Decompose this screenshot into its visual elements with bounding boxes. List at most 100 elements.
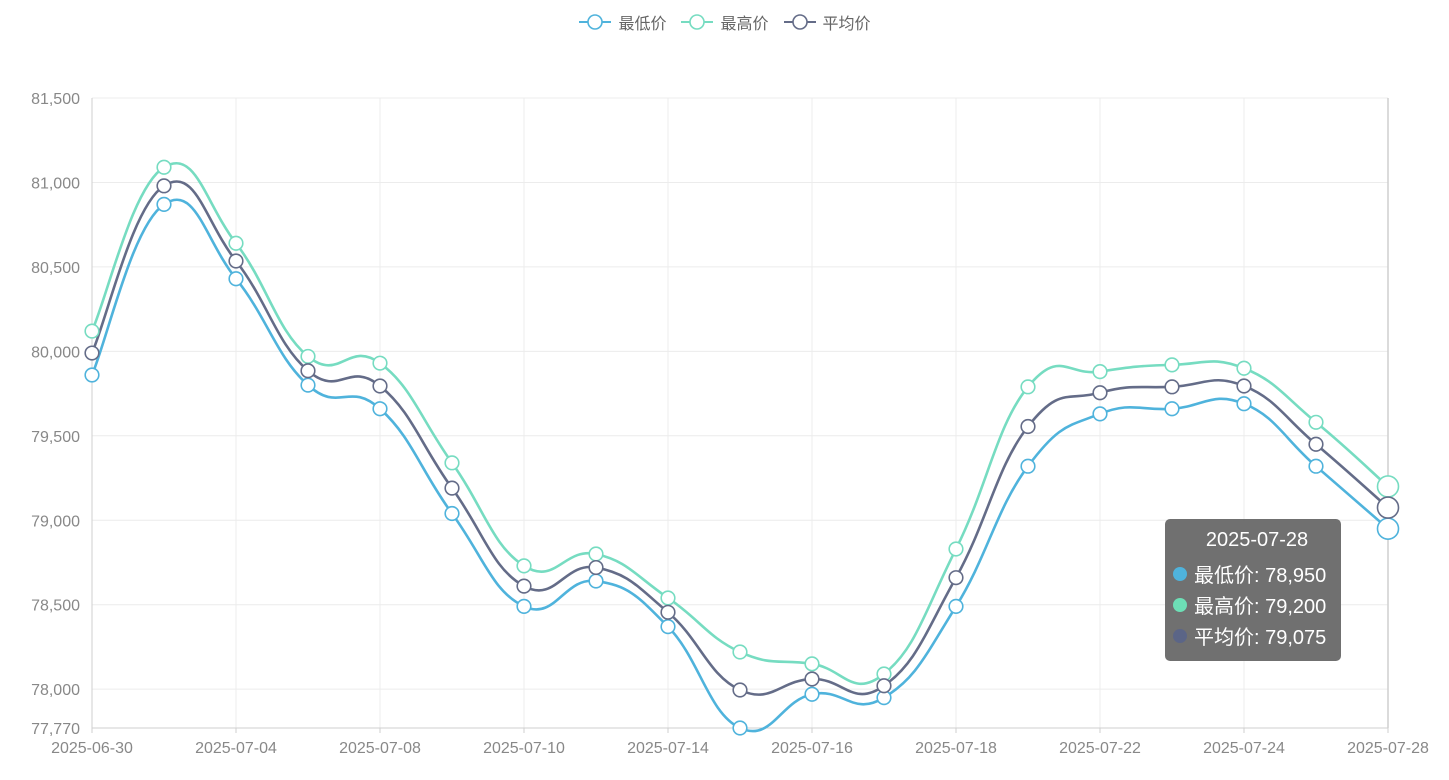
y-tick-label: 81,500 xyxy=(31,91,80,108)
data-point[interactable] xyxy=(84,323,100,339)
series-line-high xyxy=(90,161,1389,686)
x-tick-label: 2025-07-24 xyxy=(1203,740,1285,757)
tooltip-row-avg: 平均价: 79,075 xyxy=(1173,620,1341,651)
x-tick-label: 2025-07-16 xyxy=(771,740,853,757)
tooltip-value: 最低价: 78,950 xyxy=(1194,565,1327,587)
data-point[interactable] xyxy=(732,644,748,660)
data-point[interactable] xyxy=(156,196,172,213)
series-line-avg xyxy=(90,180,1389,696)
data-point[interactable] xyxy=(660,590,676,606)
data-point[interactable] xyxy=(1020,458,1036,474)
data-point[interactable] xyxy=(444,480,460,496)
data-point[interactable] xyxy=(588,573,604,589)
data-point[interactable] xyxy=(804,686,820,702)
data-point[interactable] xyxy=(300,363,316,379)
data-point[interactable] xyxy=(1164,401,1180,417)
y-tick-label: 78,000 xyxy=(31,682,80,699)
y-tick-label: 80,000 xyxy=(31,344,80,361)
data-point[interactable] xyxy=(1376,517,1400,540)
legend-line-icon xyxy=(681,14,714,30)
axes: 77,770 78,000 78,500 79,000 79,500 80,000 80,5… xyxy=(31,91,1429,757)
legend: 最低价 最高价 平均价 xyxy=(0,10,1449,34)
legend-item-avg[interactable]: 平均价 xyxy=(783,10,871,34)
data-point[interactable] xyxy=(876,678,892,694)
series-dot-icon xyxy=(1173,597,1187,612)
data-point[interactable] xyxy=(732,682,748,698)
x-tick-label: 2025-07-08 xyxy=(339,740,421,757)
series-lines xyxy=(90,161,1389,733)
x-tick-label: 2025-07-28 xyxy=(1347,740,1429,757)
data-point[interactable] xyxy=(516,578,532,594)
tooltip: 2025-07-28 最低价: 78,950 最高价: 79,200 平均价: … xyxy=(1165,519,1341,661)
data-point[interactable] xyxy=(372,401,388,417)
data-point[interactable] xyxy=(1164,357,1180,373)
data-point[interactable] xyxy=(84,345,100,361)
data-point[interactable] xyxy=(948,541,964,557)
x-tick-label: 2025-07-14 xyxy=(627,740,709,757)
x-tick-label: 2025-07-18 xyxy=(915,740,997,757)
tooltip-row-high: 最高价: 79,200 xyxy=(1173,589,1341,620)
data-point[interactable] xyxy=(1020,379,1036,395)
legend-label: 最高价 xyxy=(720,16,769,33)
data-point[interactable] xyxy=(732,720,748,736)
data-point[interactable] xyxy=(516,558,532,574)
data-point[interactable] xyxy=(948,598,964,614)
data-point[interactable] xyxy=(1164,379,1180,395)
data-point[interactable] xyxy=(1236,396,1252,412)
data-point[interactable] xyxy=(156,159,172,175)
data-point[interactable] xyxy=(804,671,820,687)
data-point[interactable] xyxy=(228,253,244,269)
legend-item-low[interactable]: 最低价 xyxy=(578,10,666,34)
y-tick-label: 80,500 xyxy=(31,260,80,277)
tooltip-title: 2025-07-28 xyxy=(1205,529,1309,551)
series-dot-icon xyxy=(1173,628,1187,643)
y-tick-label: 81,000 xyxy=(31,175,80,192)
data-point[interactable] xyxy=(588,546,604,562)
data-point[interactable] xyxy=(1092,385,1108,401)
y-tick-label: 77,770 xyxy=(31,721,80,738)
data-point[interactable] xyxy=(1236,360,1252,376)
data-point[interactable] xyxy=(156,178,172,194)
legend-item-high[interactable]: 最高价 xyxy=(680,10,769,34)
data-point[interactable] xyxy=(1308,414,1324,430)
data-point[interactable] xyxy=(1376,496,1400,519)
data-point[interactable] xyxy=(1376,475,1400,498)
legend-line-icon xyxy=(579,14,612,30)
x-tick-label: 2025-07-22 xyxy=(1059,740,1141,757)
data-point[interactable] xyxy=(948,570,964,586)
y-tick-label: 79,000 xyxy=(31,513,80,530)
legend-label: 最低价 xyxy=(618,16,667,33)
y-tick-label: 78,500 xyxy=(31,598,80,615)
data-point[interactable] xyxy=(228,271,244,287)
data-point[interactable] xyxy=(660,604,676,620)
data-point[interactable] xyxy=(444,505,460,522)
data-point[interactable] xyxy=(300,377,316,393)
series-dot-icon xyxy=(1173,566,1187,581)
data-point[interactable] xyxy=(228,235,244,251)
tooltip-row-low: 最低价: 78,950 xyxy=(1173,558,1341,589)
data-point[interactable] xyxy=(300,348,316,365)
data-point[interactable] xyxy=(1092,364,1108,380)
data-point[interactable] xyxy=(372,355,388,371)
data-point[interactable] xyxy=(372,378,388,394)
tooltip-value: 平均价: 79,075 xyxy=(1194,627,1327,649)
data-point[interactable] xyxy=(444,455,460,471)
legend-line-icon xyxy=(783,14,816,30)
data-point[interactable] xyxy=(1020,418,1036,435)
data-point[interactable] xyxy=(804,656,820,672)
data-point[interactable] xyxy=(1308,458,1324,474)
tooltip-value: 最高价: 79,200 xyxy=(1194,596,1327,618)
data-point[interactable] xyxy=(1308,436,1324,452)
series-line-low xyxy=(90,198,1389,733)
legend-label: 平均价 xyxy=(822,16,871,33)
data-point[interactable] xyxy=(660,619,676,635)
data-point[interactable] xyxy=(516,598,532,614)
data-point[interactable] xyxy=(1092,406,1108,422)
series-points[interactable] xyxy=(84,159,1400,736)
data-point[interactable] xyxy=(84,367,100,383)
x-tick-label: 2025-06-30 xyxy=(51,740,133,757)
data-point[interactable] xyxy=(588,559,604,576)
data-point[interactable] xyxy=(1236,378,1252,394)
y-tick-label: 79,500 xyxy=(31,429,80,446)
